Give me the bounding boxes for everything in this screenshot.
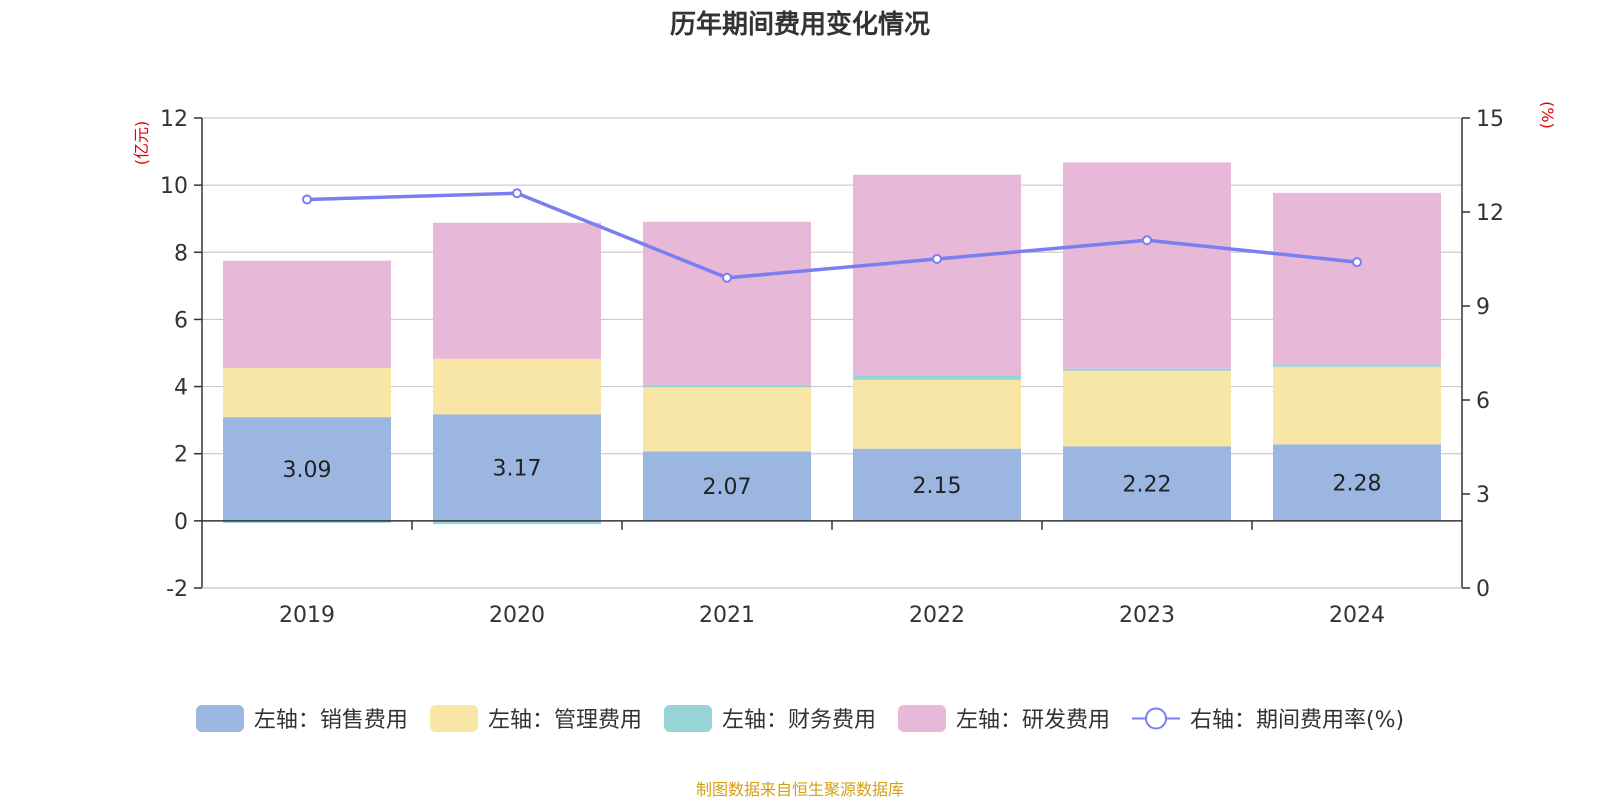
- bar-2019-左轴研发费用: [223, 260, 391, 369]
- axes: -2 0 2 4 6 8 10 12 0 3 6 9 12 15 2019 2020 2021 2022 2023 2…: [160, 107, 1504, 628]
- bar-2019-左轴财务费用: [223, 520, 391, 523]
- left-tick-label: 4: [174, 376, 188, 401]
- data-label-2024: 2.28: [1333, 472, 1382, 497]
- legend-swatch: [897, 704, 946, 732]
- bar-2020-左轴管理费用: [433, 358, 601, 415]
- data-label-2019: 3.09: [283, 458, 332, 483]
- bar-2022-左轴研发费用: [853, 174, 1021, 376]
- chart-canvas: -2 0 2 4 6 8 10 12 0 3 6 9 12 15 2019 2020 2021 2022 2023 2…: [132, 101, 1557, 628]
- rate-point-2019: [302, 194, 312, 205]
- left-tick-label: 2: [174, 443, 188, 468]
- bar-2024-左轴研发费用: [1273, 192, 1441, 365]
- rate-point-2021: [722, 272, 732, 283]
- x-tick-label: 2019: [279, 603, 335, 628]
- data-label-2022: 2.15: [913, 474, 962, 499]
- legend-label: 左轴：财务费用: [721, 708, 876, 733]
- bar-2020-左轴销售费用: [433, 414, 601, 521]
- data-label-2023: 2.22: [1123, 473, 1172, 498]
- right-tick-label: 15: [1476, 107, 1504, 132]
- bar-2023-左轴销售费用: [1063, 446, 1231, 521]
- right-tick-label: 12: [1476, 201, 1504, 226]
- x-tick-label: 2022: [909, 603, 965, 628]
- data-label-2021: 2.07: [703, 475, 752, 500]
- left-tick-label: 0: [174, 510, 188, 535]
- legend-swatch: [429, 704, 478, 732]
- bar-2021-左轴销售费用: [643, 451, 811, 521]
- legend-label: 左轴：管理费用: [487, 708, 642, 733]
- legend-item[interactable]: 左轴：管理费用: [429, 702, 642, 734]
- legend-line-marker-icon: [1131, 707, 1180, 729]
- bar-2020-左轴研发费用: [433, 222, 601, 359]
- left-axis-unit-label: (亿元): [132, 121, 151, 166]
- x-tick-label: 2020: [489, 603, 545, 628]
- legend-swatch: [663, 704, 712, 732]
- rate-point-2024: [1352, 257, 1362, 268]
- legend-label: 右轴：期间费用率(%): [1189, 708, 1405, 733]
- bar-2023-左轴财务费用: [1063, 368, 1231, 371]
- bar-2024-左轴财务费用: [1273, 364, 1441, 367]
- legend-item[interactable]: 左轴：财务费用: [663, 702, 876, 734]
- x-tick-label: 2021: [699, 603, 755, 628]
- source-note: 制图数据来自恒生聚源数据库: [695, 780, 904, 799]
- bar-2021-左轴研发费用: [643, 221, 811, 385]
- rate-line: [306, 191, 1358, 280]
- bar-2022-左轴销售费用: [853, 448, 1021, 521]
- legend-item[interactable]: 右轴：期间费用率(%): [1131, 702, 1405, 734]
- right-axis-unit-label: (%): [1538, 101, 1557, 129]
- legend-swatch: [195, 704, 244, 732]
- bar-2022-左轴财务费用: [853, 375, 1021, 380]
- bar-2024-左轴管理费用: [1273, 366, 1441, 445]
- left-tick-label: 6: [174, 308, 188, 333]
- bar-series: [223, 162, 1441, 525]
- bar-2024-左轴销售费用: [1273, 444, 1441, 521]
- rate-point-2020: [512, 188, 522, 199]
- bar-2020-左轴财务费用: [433, 520, 601, 525]
- left-tick-label: -2: [166, 577, 188, 602]
- bar-2023-左轴管理费用: [1063, 370, 1231, 447]
- bar-2022-左轴管理费用: [853, 379, 1021, 449]
- data-labels: 3.09 3.17 2.07 2.15 2.22 2.28: [283, 457, 1382, 500]
- x-tick-label: 2023: [1119, 603, 1175, 628]
- bar-2019-左轴销售费用: [223, 417, 391, 521]
- left-tick-label: 12: [160, 107, 188, 132]
- rate-point-2023: [1142, 235, 1152, 246]
- chart-title: 历年期间费用变化情况: [669, 10, 930, 40]
- legend-label: 左轴：研发费用: [955, 708, 1110, 733]
- rate-line-series: [302, 188, 1362, 283]
- right-tick-label: 0: [1476, 577, 1490, 602]
- right-tick-label: 3: [1476, 483, 1490, 508]
- right-tick-label: 6: [1476, 389, 1490, 414]
- bar-2019-左轴管理费用: [223, 368, 391, 418]
- bar-2023-左轴研发费用: [1063, 162, 1231, 369]
- rate-point-2022: [932, 254, 942, 264]
- right-tick-label: 9: [1476, 295, 1490, 320]
- data-label-2020: 3.17: [493, 457, 542, 482]
- legend: 左轴：销售费用 左轴：管理费用 左轴：财务费用 左轴：研发费用 右轴：期间费用率(%): [0, 702, 1600, 734]
- left-tick-label: 10: [160, 174, 188, 199]
- bar-2021-左轴管理费用: [643, 387, 811, 452]
- legend-item[interactable]: 左轴：研发费用: [897, 702, 1110, 734]
- left-tick-label: 8: [174, 241, 188, 266]
- legend-item[interactable]: 左轴：销售费用: [195, 702, 408, 734]
- bar-2021-左轴财务费用: [643, 384, 811, 388]
- legend-label: 左轴：销售费用: [253, 708, 408, 733]
- x-tick-label: 2024: [1329, 603, 1385, 628]
